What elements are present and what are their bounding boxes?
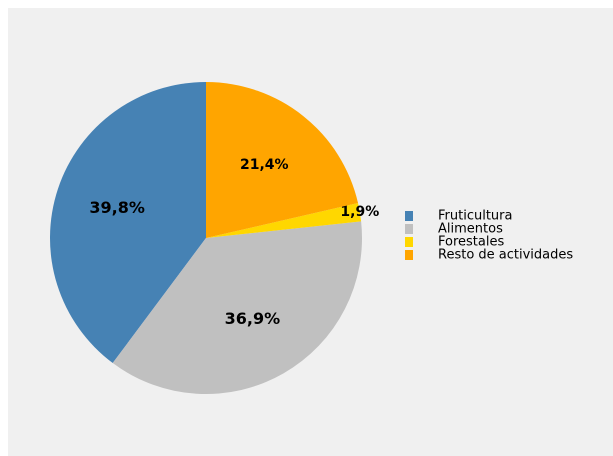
- legend-swatch: [405, 250, 413, 260]
- slice-label: 1,9%: [340, 204, 379, 220]
- legend-swatch: [405, 237, 413, 247]
- legend-label: Fruticultura: [438, 209, 512, 224]
- slice-label: 36,9%: [225, 309, 281, 328]
- pie-slice: [206, 82, 359, 238]
- legend-label: Resto de actividades: [438, 248, 573, 263]
- pie-slice: [206, 203, 362, 238]
- slice-label: 39,8%: [89, 198, 145, 217]
- pie-slice: [49, 82, 206, 364]
- legend-label: Alimentos: [438, 222, 503, 237]
- legend-swatch: [405, 224, 413, 234]
- slice-label: 21,4%: [240, 157, 289, 173]
- pie-slice: [112, 221, 363, 394]
- legend-label: Forestales: [438, 235, 504, 250]
- legend-swatch: [405, 211, 413, 221]
